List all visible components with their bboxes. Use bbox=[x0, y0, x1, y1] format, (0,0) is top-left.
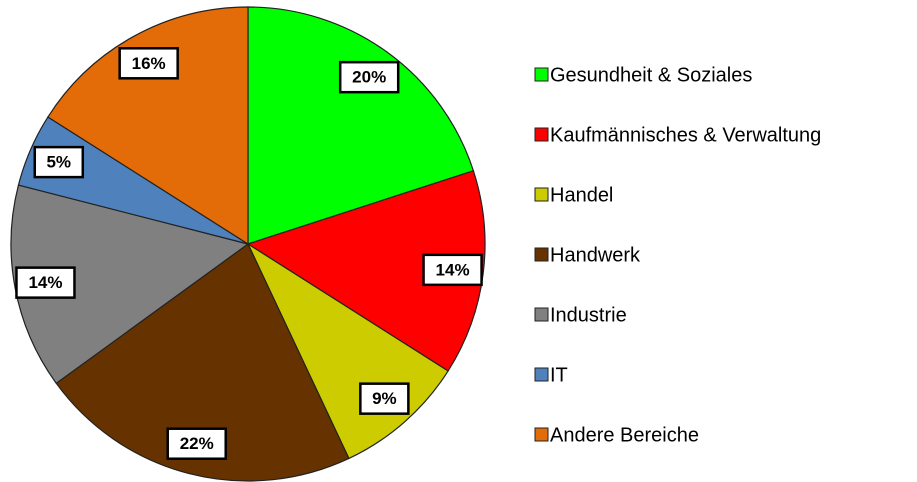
data-label-box bbox=[166, 427, 227, 460]
legend-label: Handel bbox=[550, 184, 613, 206]
data-label-box bbox=[338, 60, 400, 94]
pie-slice bbox=[55, 243, 350, 482]
legend-label: Handwerk bbox=[550, 244, 641, 266]
legend-label: Kaufmännisches & Verwaltung bbox=[550, 124, 821, 146]
data-label: 14% bbox=[28, 273, 62, 292]
data-label: 22% bbox=[180, 434, 214, 453]
data-label: 20% bbox=[352, 68, 386, 87]
legend-swatch bbox=[534, 127, 549, 142]
legend-swatch bbox=[534, 367, 549, 382]
data-label: 16% bbox=[132, 54, 166, 73]
pie-slice bbox=[47, 6, 249, 246]
legend-label: Andere Bereiche bbox=[550, 424, 699, 446]
legend-label: IT bbox=[550, 364, 568, 386]
data-label-box bbox=[422, 253, 483, 287]
legend-swatch bbox=[534, 307, 549, 322]
data-label: 14% bbox=[436, 260, 470, 279]
legend-swatch bbox=[534, 187, 549, 202]
data-label-box bbox=[359, 382, 410, 415]
data-label-box bbox=[15, 266, 76, 299]
legend-swatch bbox=[534, 67, 549, 82]
pie-slice bbox=[247, 6, 475, 245]
legend-swatch bbox=[534, 427, 549, 442]
data-label: 5% bbox=[46, 153, 71, 172]
pie-slice bbox=[246, 170, 486, 372]
data-label-box bbox=[33, 145, 85, 179]
legend-swatch bbox=[534, 247, 549, 262]
legend-label: Industrie bbox=[550, 304, 627, 326]
data-label: 9% bbox=[372, 389, 397, 408]
data-label-box bbox=[118, 47, 179, 80]
legend-label: Gesundheit & Soziales bbox=[550, 64, 752, 86]
